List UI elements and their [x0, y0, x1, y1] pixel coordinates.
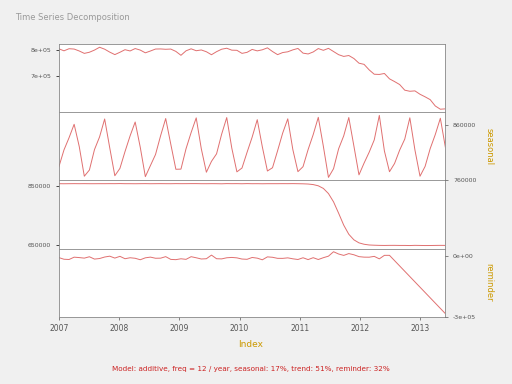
- Text: Model: additive, freq = 12 / year, seasonal: 17%, trend: 51%, reminder: 32%: Model: additive, freq = 12 / year, seaso…: [112, 366, 390, 372]
- Text: Time Series Decomposition: Time Series Decomposition: [15, 13, 130, 22]
- Y-axis label: seasonal: seasonal: [484, 128, 493, 165]
- Text: Index: Index: [239, 340, 263, 349]
- Y-axis label: reminder: reminder: [484, 263, 493, 302]
- Y-axis label: data: data: [0, 69, 3, 88]
